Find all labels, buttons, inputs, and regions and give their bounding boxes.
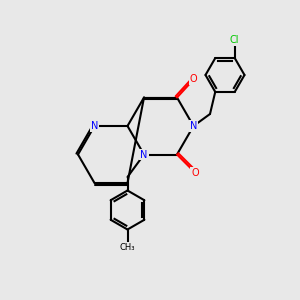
Text: CH₃: CH₃ [120,243,135,252]
Text: O: O [191,167,199,178]
Text: Cl: Cl [230,35,239,45]
Text: N: N [91,121,98,131]
Text: N: N [140,149,148,160]
Text: N: N [190,121,197,131]
Text: O: O [190,74,197,85]
